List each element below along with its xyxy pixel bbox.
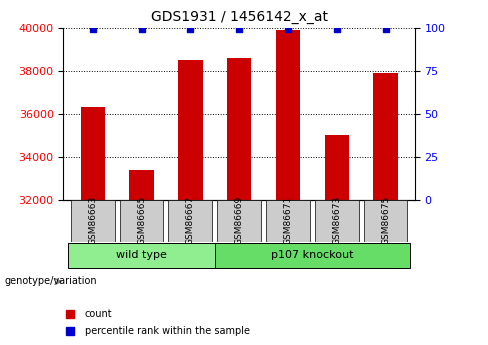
- Bar: [129, 170, 154, 200]
- Text: percentile rank within the sample: percentile rank within the sample: [84, 326, 249, 336]
- Text: GSM86673: GSM86673: [332, 196, 341, 245]
- FancyBboxPatch shape: [215, 243, 410, 268]
- FancyBboxPatch shape: [217, 200, 261, 242]
- Bar: [276, 30, 300, 200]
- Text: count: count: [84, 309, 112, 319]
- Text: GSM86667: GSM86667: [186, 196, 195, 245]
- Text: GSM86665: GSM86665: [137, 196, 146, 245]
- Bar: [325, 135, 349, 200]
- FancyBboxPatch shape: [68, 243, 215, 268]
- Text: GSM86663: GSM86663: [88, 196, 97, 245]
- Bar: [227, 58, 251, 200]
- Text: GSM86669: GSM86669: [235, 196, 244, 245]
- Text: genotype/variation: genotype/variation: [5, 276, 98, 286]
- FancyBboxPatch shape: [71, 200, 115, 242]
- FancyBboxPatch shape: [168, 200, 212, 242]
- Bar: [81, 107, 105, 200]
- Text: GSM86675: GSM86675: [381, 196, 390, 245]
- Bar: [178, 60, 203, 200]
- Title: GDS1931 / 1456142_x_at: GDS1931 / 1456142_x_at: [151, 10, 327, 24]
- FancyBboxPatch shape: [315, 200, 359, 242]
- FancyBboxPatch shape: [120, 200, 163, 242]
- Text: GSM86671: GSM86671: [284, 196, 292, 245]
- FancyBboxPatch shape: [266, 200, 310, 242]
- FancyBboxPatch shape: [364, 200, 407, 242]
- Text: wild type: wild type: [116, 250, 167, 260]
- Bar: [373, 73, 398, 200]
- Text: p107 knockout: p107 knockout: [271, 250, 354, 260]
